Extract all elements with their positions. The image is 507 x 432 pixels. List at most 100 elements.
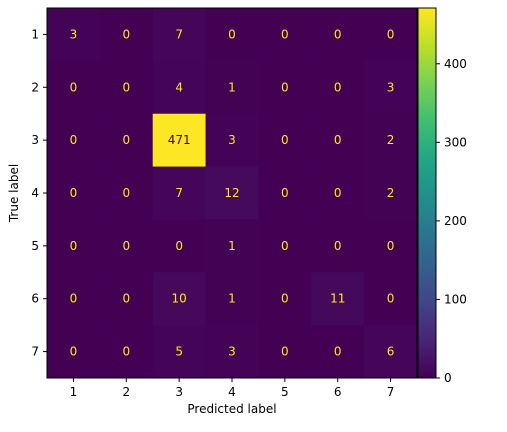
cell-value-label: 0 [281,186,289,200]
heatmap-cell [152,219,207,273]
heatmap-cell [258,8,312,62]
cell-value-label: 0 [334,27,342,41]
heatmap-cell [364,325,418,379]
cell-value-label: 0 [122,133,130,147]
heatmap-cell [47,166,101,220]
cell-value-label: 1 [228,80,236,94]
cell-value-label: 0 [281,239,289,253]
heatmap-cell [99,219,154,273]
heatmap-cell [258,272,312,326]
cell-value-label: 471 [168,133,191,147]
heatmap-cell [99,113,154,168]
x-tick-label: 4 [228,385,236,399]
heatmap-cell [311,166,365,220]
heatmap-cell [205,166,259,220]
cell-value-label: 0 [70,345,78,359]
cell-value-label: 7 [175,186,183,200]
heatmap-cell [205,8,259,62]
heatmap-cell [205,272,259,326]
heatmap-cell [152,8,207,62]
y-tick-label: 2 [31,80,39,94]
cell-value-label: 0 [281,292,289,306]
heatmap-cell [258,60,312,115]
x-axis-label: Predicted label [187,402,276,416]
cell-value-label: 0 [175,239,183,253]
colorbar-tick-label: 100 [444,292,467,306]
y-tick-label: 7 [31,345,39,359]
heatmap-cell [311,113,365,168]
heatmap-cell [99,325,154,379]
cell-value-label: 0 [334,186,342,200]
cell-value-label: 10 [172,292,187,306]
heatmap-cell [364,113,418,168]
heatmap-cell [47,8,101,62]
heatmap-cell [47,113,101,168]
cell-value-label: 3 [228,345,236,359]
y-tick-label: 4 [31,186,39,200]
cell-value-label: 0 [70,80,78,94]
heatmap-cell [99,8,154,62]
heatmap-cell-labels: 3 0 7 0 0 0 00 0 4 1 0 0 30 0 471 3 0 0 20 0 7 12 0 0 20 0 0 1 0 0 00 0… [70,27,395,358]
cell-value-label: 3 [228,133,236,147]
cell-value-label: 1 [228,292,236,306]
heatmap-cell [311,325,365,379]
heatmap-cell [47,219,101,273]
x-tick-label: 7 [387,385,395,399]
heatmap-cell [205,219,259,273]
cell-value-label: 1 [228,239,236,253]
cell-value-label: 0 [122,186,130,200]
cell-value-label: 0 [387,239,395,253]
heatmap-cell [152,325,207,379]
cell-value-label: 0 [334,239,342,253]
cell-value-label: 0 [281,133,289,147]
x-tick-label: 6 [334,385,342,399]
colorbar-tick-label: 0 [444,371,452,385]
cell-value-label: 3 [387,80,395,94]
y-axis-label: True label [7,164,21,223]
heatmap-cell [47,60,101,115]
heatmap-cell [152,272,207,326]
y-tick-label: 5 [31,239,39,253]
cell-value-label: 0 [281,27,289,41]
heatmap-cell [364,219,418,273]
cell-value-label: 2 [387,186,395,200]
x-tick-label: 1 [70,385,78,399]
heatmap-cell [99,272,154,326]
cell-value-label: 0 [122,27,130,41]
colorbar-tick-label: 400 [444,57,467,71]
cell-value-label: 0 [387,27,395,41]
colorbar-ticks: 0 100 200 300 400 [436,57,467,385]
cell-value-label: 6 [387,345,395,359]
heatmap-cell [311,8,365,62]
cell-value-label: 0 [70,186,78,200]
cell-value-label: 0 [122,80,130,94]
y-tick-label: 6 [31,292,39,306]
heatmap-cell [205,113,259,168]
cell-value-label: 5 [175,345,183,359]
cell-value-label: 0 [122,239,130,253]
heatmap-cell [311,272,365,326]
heatmap-cell [47,272,101,326]
y-axis-ticks: 1 2 3 4 5 6 7 [31,27,47,359]
colorbar-tick-label: 300 [444,135,467,149]
cell-value-label: 7 [175,27,183,41]
heatmap-cell [99,60,154,115]
cell-value-label: 2 [387,133,395,147]
cell-value-label: 12 [224,186,239,200]
heatmap-cell [364,272,418,326]
cell-value-label: 0 [281,80,289,94]
x-tick-label: 2 [122,385,130,399]
heatmap-cell [258,325,312,379]
cell-value-label: 11 [330,292,345,306]
heatmap-cell [311,219,365,273]
cell-value-label: 0 [334,345,342,359]
heatmap-cell [152,60,207,115]
heatmap-cells [47,8,418,379]
cell-value-label: 0 [122,345,130,359]
cell-value-label: 0 [228,27,236,41]
x-axis-ticks: 1 2 3 4 5 6 7 [70,378,395,399]
cell-value-label: 4 [175,80,183,94]
heatmap-cell [258,219,312,273]
y-tick-label: 3 [31,133,39,147]
